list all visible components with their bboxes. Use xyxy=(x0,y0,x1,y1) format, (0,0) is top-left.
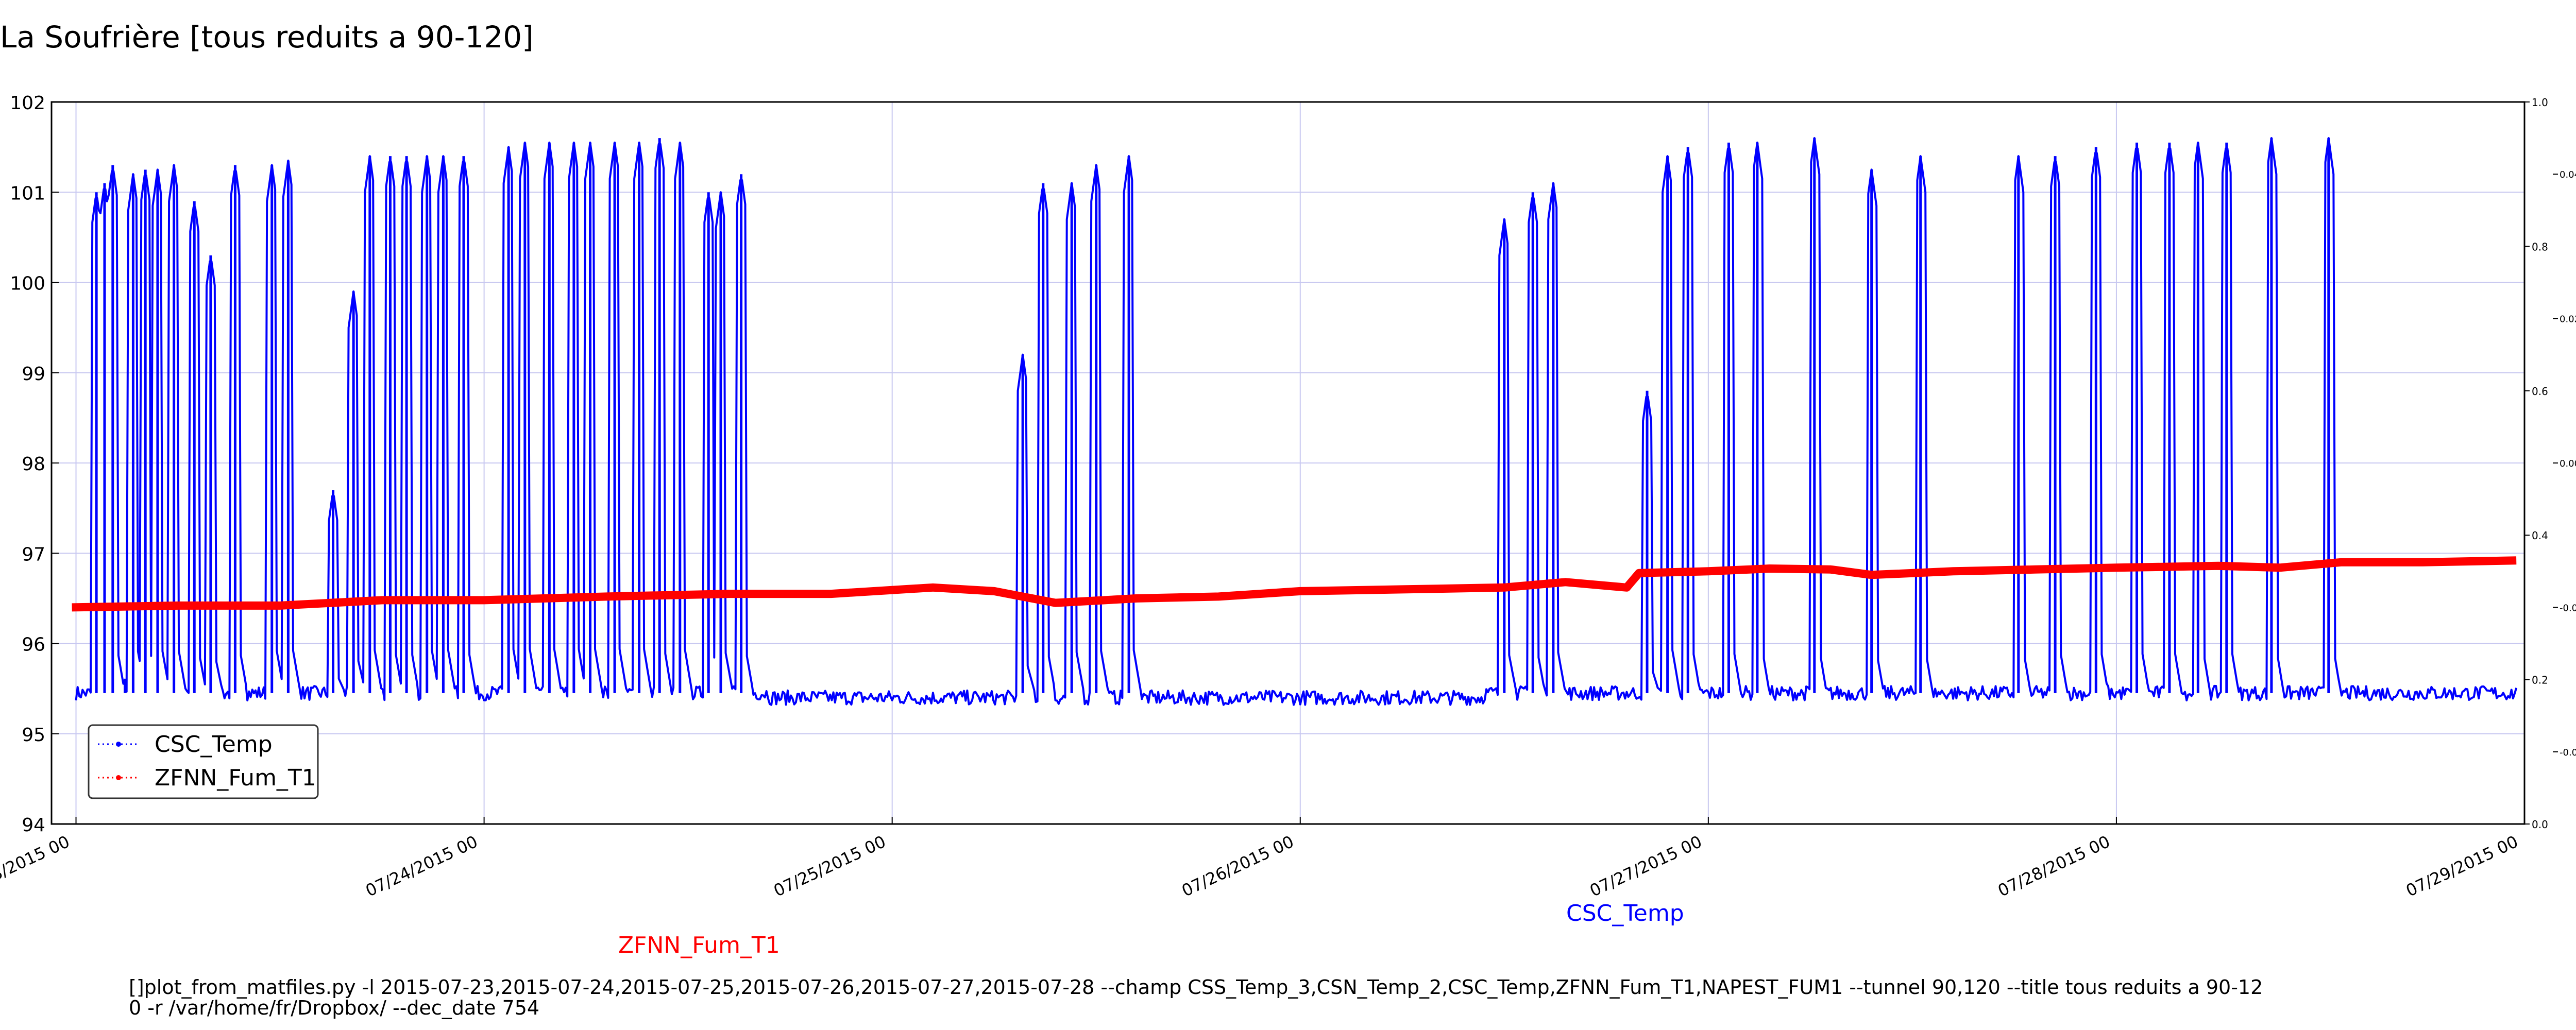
x-axis-ticks: 07/23/2015 00 07/24/2015 00 07/25/2015 00 0… xyxy=(0,817,2525,901)
series-zfnn-fum-t1 xyxy=(72,556,2517,612)
x-tick-label: 07/29/2015 00 xyxy=(2403,832,2521,901)
right-outer-tick-label: 0.04 xyxy=(2560,169,2576,180)
right-outer-tick-label: 0.02 xyxy=(2560,314,2576,325)
y-tick-label: 100 xyxy=(10,273,45,295)
y-tick-label: 97 xyxy=(22,544,45,565)
command-line-1: []plot_from_matfiles.py -l 2015-07-23,20… xyxy=(129,976,2263,999)
right-tick-label: 1.0 xyxy=(2532,96,2548,109)
y-axis-ticks: 94 95 96 97 98 99 100 101 102 xyxy=(10,93,59,836)
right-tick-label: 0.0 xyxy=(2532,818,2548,831)
zfnn-fum-t1-line xyxy=(72,556,2517,612)
legend-label-blue: CSC_Temp xyxy=(155,731,273,758)
y-tick-label: 95 xyxy=(22,725,45,746)
series-csc-temp xyxy=(75,137,2518,706)
x-tick-label: 07/24/2015 00 xyxy=(363,832,481,901)
csc-temp-line xyxy=(75,137,2518,706)
y-tick-label: 94 xyxy=(22,815,45,836)
y-tick-label: 101 xyxy=(10,183,45,204)
y-tick-label: 98 xyxy=(22,454,45,475)
right-tick-label: 0.4 xyxy=(2532,529,2548,542)
right-outer-tick-label: 0.00 xyxy=(2560,458,2576,469)
right-outer-tick-label: -0.02 xyxy=(2560,603,2576,613)
y-tick-label: 102 xyxy=(10,93,45,114)
right-tick-label: 0.8 xyxy=(2532,241,2548,253)
series-label-red: ZFNN_Fum_T1 xyxy=(618,932,780,958)
chart-title: La Soufrière [tous reduits a 90-120] xyxy=(0,20,534,55)
x-tick-label: 07/25/2015 00 xyxy=(771,832,889,901)
chart-svg: 94 95 96 97 98 99 100 101 102 07/23/2015 00 07/24… xyxy=(0,93,2576,901)
series-label-blue: CSC_Temp xyxy=(1566,900,1684,926)
legend: CSC_Temp ZFNN_Fum_T1 xyxy=(88,724,319,799)
x-tick-label: 07/28/2015 00 xyxy=(1995,832,2113,901)
y-tick-label: 96 xyxy=(22,634,45,656)
right-tick-label: 0.6 xyxy=(2532,385,2548,398)
right-outer-tick-label: -0.04 xyxy=(2560,747,2576,758)
command-line-2: 0 -r /var/home/fr/Dropbox/ --dec_date 75… xyxy=(129,997,540,1019)
x-tick-label: 07/23/2015 00 xyxy=(0,832,73,901)
right-axis-ticks: 0.0 0.2 0.4 0.6 0.8 1.0 -0.04 -0.02 0.00 0.02 0.04 xyxy=(2524,96,2576,831)
legend-box xyxy=(88,724,319,799)
x-tick-label: 07/27/2015 00 xyxy=(1587,832,1705,901)
legend-label-red: ZFNN_Fum_T1 xyxy=(155,765,316,791)
legend-marker-blue xyxy=(116,742,121,747)
y-tick-label: 99 xyxy=(22,364,45,385)
right-tick-label: 0.2 xyxy=(2532,674,2548,686)
legend-marker-red xyxy=(116,775,121,780)
x-tick-label: 07/26/2015 00 xyxy=(1179,832,1297,901)
